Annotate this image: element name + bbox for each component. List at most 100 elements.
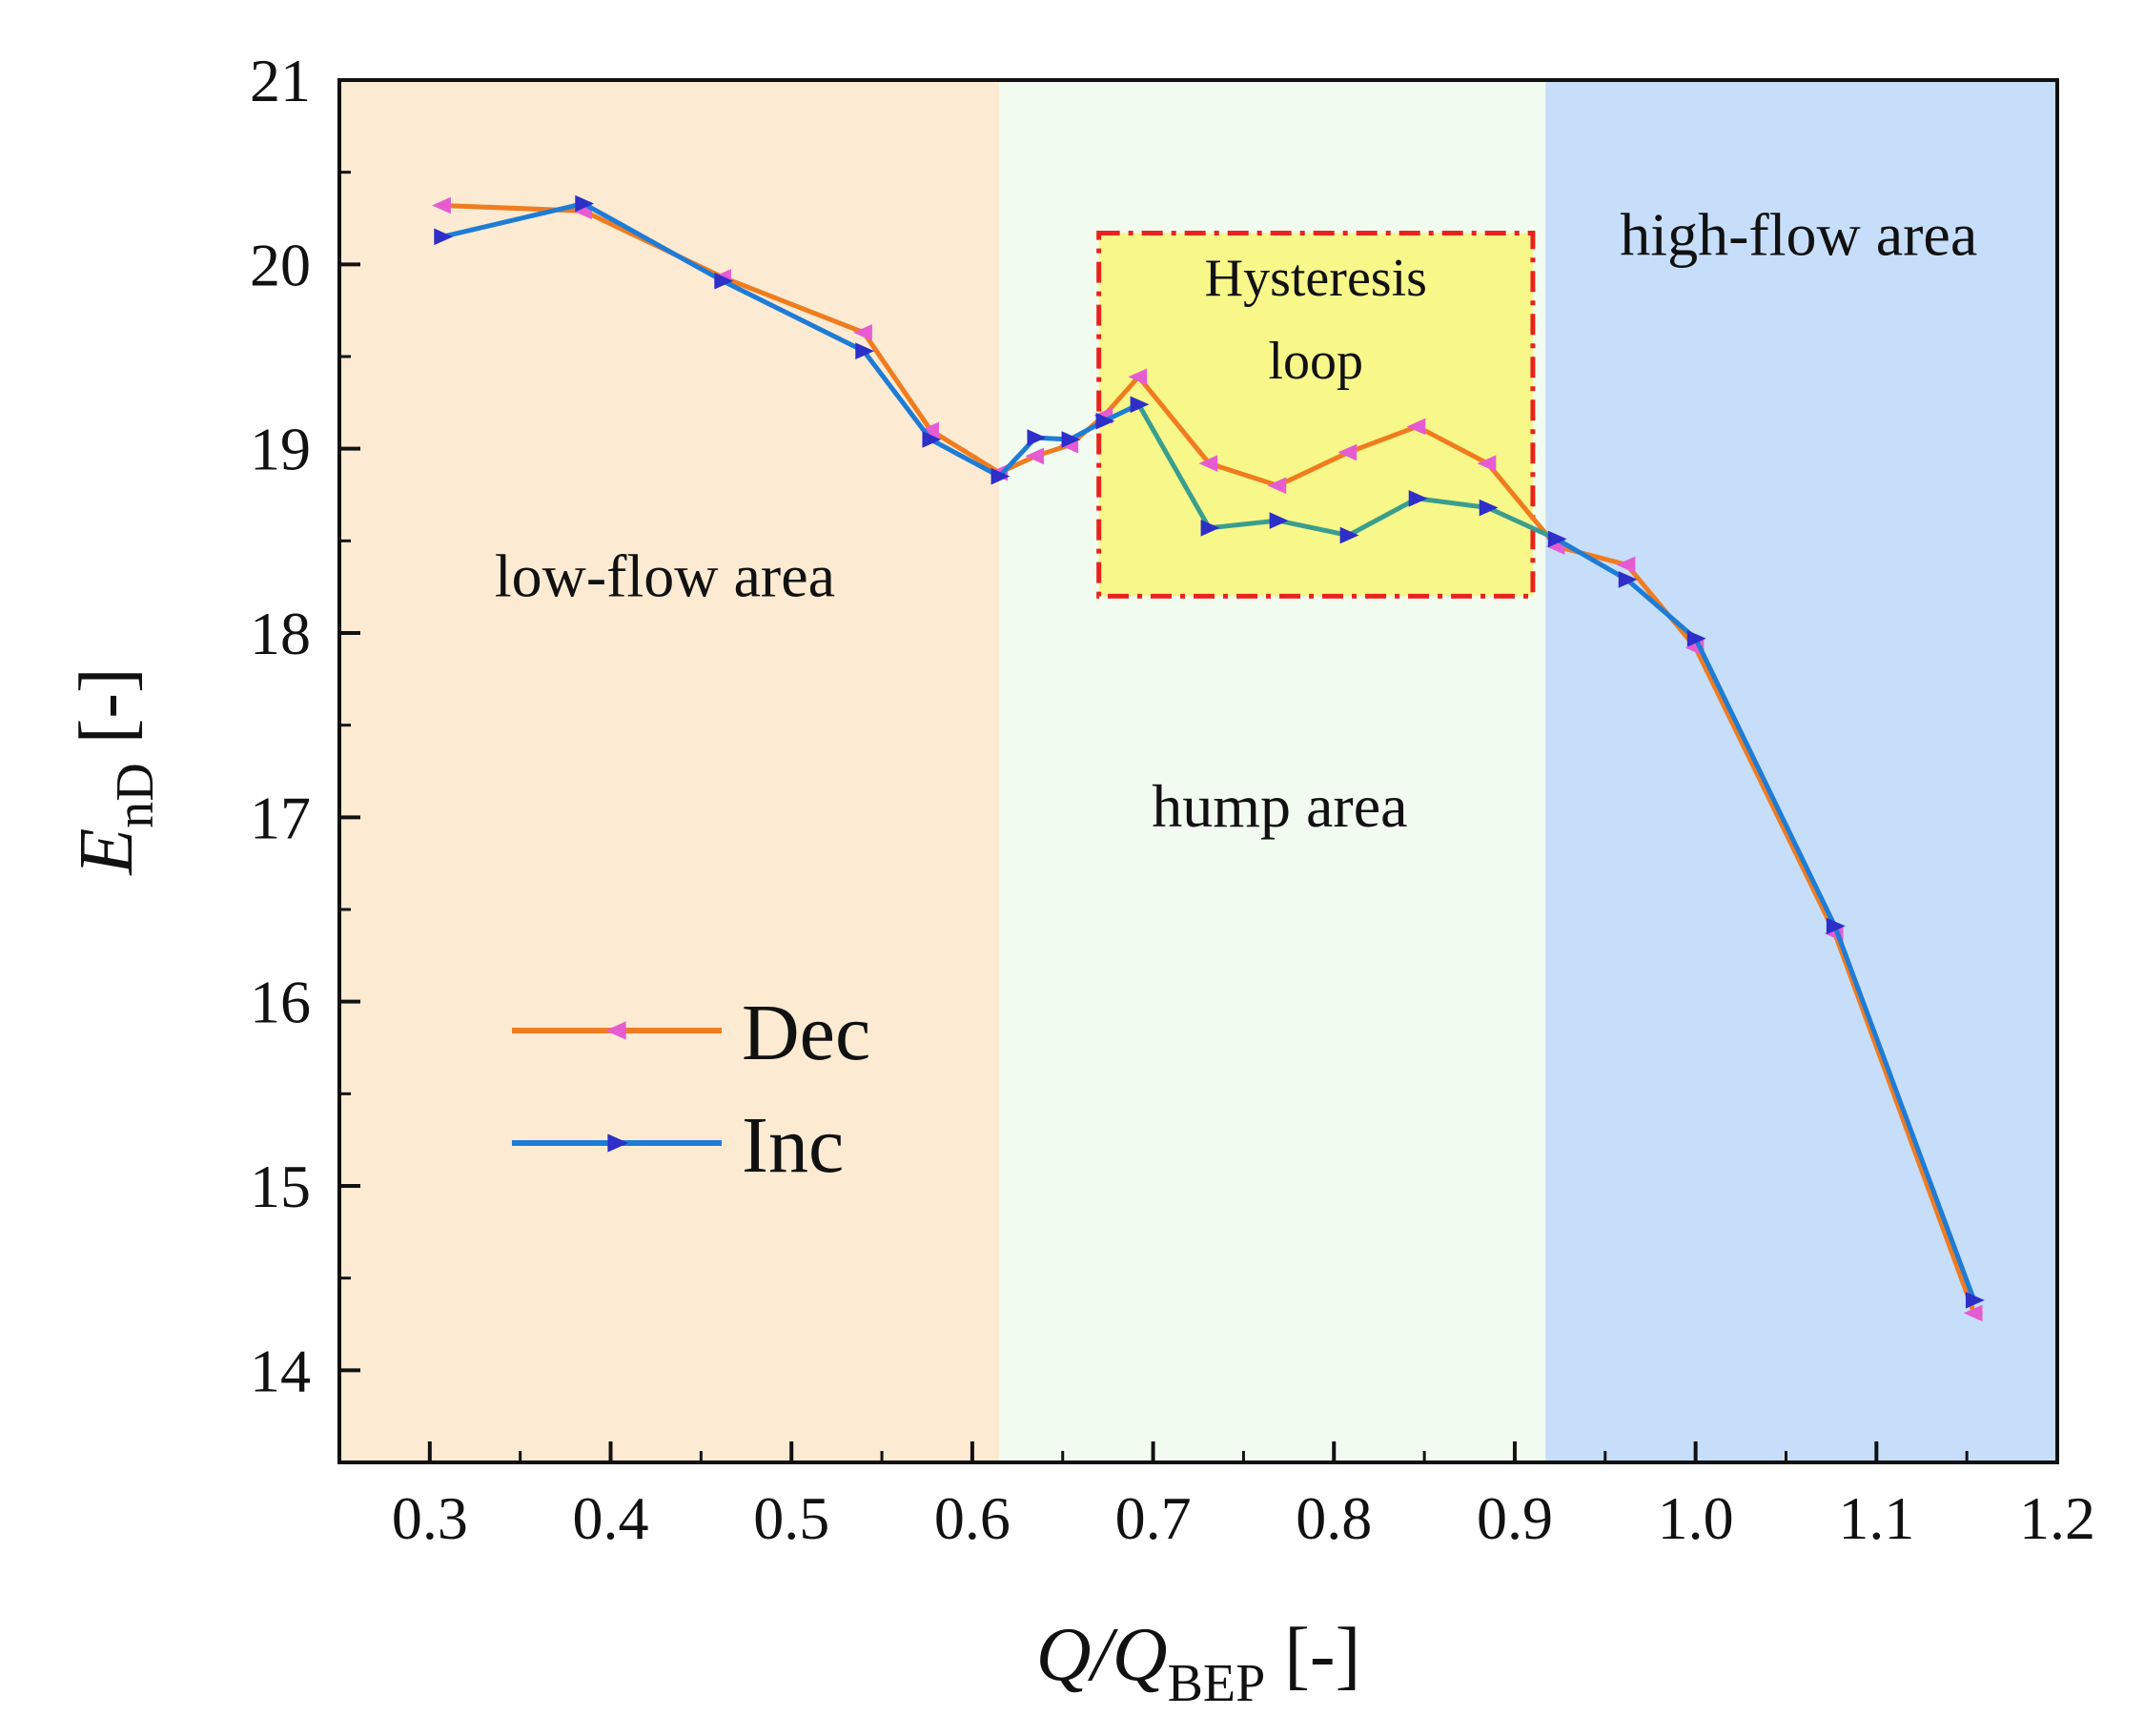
region-label-hump: hump area	[1152, 772, 1407, 840]
series-inc-segment-11	[1275, 518, 1351, 539]
series-dec-segment-10	[1206, 460, 1280, 488]
series-inc-segment-18	[1832, 923, 1977, 1303]
series-dec-segment-18	[1832, 930, 1977, 1316]
series-inc-point-11	[1269, 512, 1289, 529]
series-inc-point-6	[1027, 429, 1047, 446]
series-inc-point-2	[714, 272, 734, 290]
series-inc-segment-13	[1415, 496, 1490, 511]
series-dec-point-3	[853, 324, 872, 341]
series-inc-point-3	[855, 342, 875, 359]
series-inc-segment-9	[1135, 401, 1212, 531]
series-inc-point-15	[1547, 530, 1567, 548]
y-tick-label-3: 17	[250, 784, 311, 851]
series-dec-point-12	[1337, 443, 1358, 461]
series-dec-segment-12	[1345, 423, 1420, 456]
series-dec-point-19	[1963, 1304, 1983, 1322]
y-axis-title-subscript: nD	[106, 763, 165, 827]
series-inc-point-1	[575, 194, 595, 213]
y-tick-label-2: 16	[250, 969, 311, 1036]
x-axis-title: Q/QBEP [-]	[1036, 1613, 1360, 1713]
series-inc-segment-0	[439, 201, 586, 239]
series-inc-segment-1	[581, 201, 725, 284]
x-tick-label-0: 0.3	[392, 1484, 468, 1552]
x-tick-label-6: 0.9	[1477, 1484, 1553, 1552]
series-dec-point-4	[920, 421, 940, 439]
series-dec-segment-3	[861, 330, 933, 433]
series-inc-point-5	[990, 467, 1011, 485]
legend-marker-dec	[605, 1021, 626, 1040]
series-inc-point-10	[1200, 520, 1220, 537]
y-tick-label-5: 19	[250, 416, 311, 483]
y-tick-label-4: 18	[250, 600, 311, 667]
series-dec-point-10	[1198, 455, 1218, 472]
y-tick-label-6: 20	[250, 231, 311, 298]
series-inc-point-16	[1618, 571, 1638, 588]
series-inc-point-14	[1479, 499, 1499, 517]
region-band-high-flow	[1545, 80, 2057, 1462]
series-dec-segment-2	[720, 275, 867, 336]
region-label-low-flow: low-flow area	[495, 541, 835, 609]
series-dec-point-14	[1477, 455, 1497, 472]
x-tick-label-7: 1.0	[1658, 1484, 1734, 1552]
series-dec-point-11	[1267, 477, 1287, 495]
series-inc-point-19	[1965, 1292, 1985, 1309]
series-inc-point-4	[922, 431, 942, 448]
series-dec-segment-13	[1415, 423, 1490, 466]
region-label-high-flow: high-flow area	[1620, 201, 1977, 269]
plot-frame	[337, 78, 2059, 1464]
x-tick-label-8: 1.1	[1838, 1484, 1914, 1552]
x-tick-label-3: 0.6	[934, 1484, 1011, 1552]
hysteresis-layer: Hysteresis loop	[1096, 230, 1536, 599]
y-tick-label-7: 21	[250, 47, 311, 114]
x-axis-title-unit: [-]	[1265, 1613, 1360, 1697]
legend-label-dec: Dec	[742, 989, 870, 1077]
series-inc-point-18	[1826, 917, 1846, 935]
x-tick-label-2: 0.5	[753, 1484, 829, 1552]
series-inc-point-13	[1408, 490, 1428, 507]
y-axis-title-main: E	[65, 828, 149, 876]
x-tick-label-4: 0.7	[1115, 1484, 1192, 1552]
series-dec-point-9	[1128, 368, 1148, 386]
hysteresis-label-line1: Hysteresis	[1205, 249, 1427, 308]
region-band-low-flow	[339, 80, 1000, 1462]
series-inc-point-12	[1339, 526, 1359, 544]
x-axis-title-main: Q/Q	[1036, 1613, 1168, 1697]
series-inc-segment-14	[1484, 505, 1560, 541]
axes-layer: 0.3 0.4 0.5 0.6 0.7 0.8 0.9 1.0 1.1 1.2 14 15 16 17 18…	[250, 47, 2095, 1552]
series-dec-segment-9	[1135, 374, 1212, 466]
series-inc-segment-10	[1206, 518, 1280, 531]
series-dec-segment-17	[1693, 644, 1838, 936]
series-inc-segment-16	[1624, 577, 1699, 642]
series-inc-point-9	[1130, 396, 1150, 414]
series-inc-segment-3	[861, 348, 933, 442]
series-inc-point-0	[434, 228, 454, 246]
series-layer	[432, 194, 1985, 1322]
series-inc-point-17	[1686, 630, 1706, 647]
y-tick-label-1: 15	[250, 1153, 311, 1220]
x-tick-label-9: 1.2	[2019, 1484, 2095, 1552]
x-axis-title-subscript: BEP	[1168, 1654, 1266, 1713]
series-dec-point-0	[432, 196, 451, 214]
series-inc-segment-4	[928, 437, 1002, 480]
legend-label-inc: Inc	[742, 1101, 844, 1190]
x-tick-label-5: 0.8	[1296, 1484, 1372, 1552]
y-axis-title-unit: [-]	[65, 667, 149, 763]
series-dec-point-6	[1025, 447, 1045, 465]
series-inc-point-7	[1061, 431, 1081, 448]
legend: Dec Inc	[512, 989, 870, 1190]
series-inc-segment-15	[1554, 536, 1630, 582]
series-dec-segment-11	[1275, 450, 1351, 488]
y-tick-label-0: 14	[250, 1337, 311, 1404]
series-inc-segment-2	[720, 278, 867, 354]
series-dec-point-13	[1406, 418, 1426, 436]
series-dec-segment-4	[928, 427, 1002, 476]
series-inc-point-8	[1095, 412, 1115, 430]
y-axis-title: EnD [-]	[65, 667, 165, 875]
series-dec-segment-15	[1554, 543, 1630, 567]
legend-marker-inc	[607, 1134, 628, 1153]
series-dec-point-16	[1616, 556, 1636, 574]
series-inc-segment-17	[1693, 636, 1838, 929]
region-labels-layer: low-flow area hump area high-flow area	[495, 201, 1977, 840]
hysteresis-label-line2: loop	[1269, 332, 1364, 391]
